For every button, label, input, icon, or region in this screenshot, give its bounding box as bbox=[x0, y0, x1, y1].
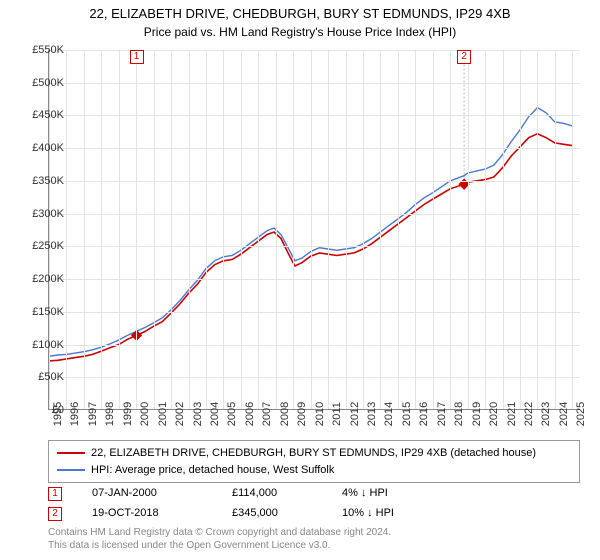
x-axis-label: 2019 bbox=[471, 402, 483, 426]
sale-marker-badge: 2 bbox=[457, 50, 471, 64]
legend-swatch-property bbox=[57, 452, 85, 454]
x-axis-label: 2024 bbox=[558, 402, 570, 426]
legend-item-hpi: HPI: Average price, detached house, West… bbox=[57, 462, 571, 479]
x-axis-label: 2001 bbox=[157, 402, 169, 426]
x-axis-label: 2025 bbox=[575, 402, 587, 426]
x-axis-label: 2021 bbox=[506, 402, 518, 426]
legend-swatch-hpi bbox=[57, 469, 85, 471]
x-axis-label: 2006 bbox=[244, 402, 256, 426]
y-axis-label: £450K bbox=[14, 109, 64, 121]
chart-container: 22, ELIZABETH DRIVE, CHEDBURGH, BURY ST … bbox=[0, 0, 600, 560]
y-axis-label: £100K bbox=[14, 339, 64, 351]
x-axis-label: 2016 bbox=[418, 402, 430, 426]
footer-line1: Contains HM Land Registry data © Crown c… bbox=[48, 526, 391, 539]
legend-label-hpi: HPI: Average price, detached house, West… bbox=[91, 462, 334, 479]
sale-row: 2 19-OCT-2018 £345,000 10% ↓ HPI bbox=[48, 504, 580, 524]
y-axis-label: £250K bbox=[14, 240, 64, 252]
y-axis-label: £550K bbox=[14, 44, 64, 56]
legend-label-property: 22, ELIZABETH DRIVE, CHEDBURGH, BURY ST … bbox=[91, 445, 536, 462]
sale-delta: 10% ↓ HPI bbox=[342, 504, 442, 524]
x-axis-label: 2009 bbox=[296, 402, 308, 426]
sale-badge: 1 bbox=[48, 487, 62, 501]
y-axis-label: £50K bbox=[14, 371, 64, 383]
y-axis-label: £200K bbox=[14, 273, 64, 285]
x-axis-label: 2015 bbox=[401, 402, 413, 426]
x-axis-label: 1995 bbox=[52, 402, 64, 426]
x-axis-label: 2008 bbox=[279, 402, 291, 426]
sale-marker-badge: 1 bbox=[130, 50, 144, 64]
y-axis-label: £500K bbox=[14, 77, 64, 89]
sale-price: £345,000 bbox=[232, 504, 312, 524]
footer-line2: This data is licensed under the Open Gov… bbox=[48, 539, 391, 552]
x-axis-label: 2007 bbox=[261, 402, 273, 426]
y-axis-label: £300K bbox=[14, 208, 64, 220]
sales-table: 1 07-JAN-2000 £114,000 4% ↓ HPI 2 19-OCT-2018… bbox=[48, 484, 580, 524]
x-axis-label: 2020 bbox=[488, 402, 500, 426]
x-axis-label: 2013 bbox=[366, 402, 378, 426]
x-axis-label: 2010 bbox=[314, 402, 326, 426]
x-axis-label: 2017 bbox=[436, 402, 448, 426]
y-axis-label: £150K bbox=[14, 306, 64, 318]
x-axis-label: 2004 bbox=[209, 402, 221, 426]
x-axis-label: 2023 bbox=[540, 402, 552, 426]
plot-svg bbox=[49, 50, 580, 409]
chart-title-line1: 22, ELIZABETH DRIVE, CHEDBURGH, BURY ST … bbox=[0, 0, 600, 23]
x-axis-label: 1999 bbox=[122, 402, 134, 426]
x-axis-label: 2003 bbox=[192, 402, 204, 426]
chart-title-line2: Price paid vs. HM Land Registry's House … bbox=[0, 23, 600, 39]
x-axis-label: 2005 bbox=[226, 402, 238, 426]
sale-badge: 2 bbox=[48, 507, 62, 521]
x-axis-label: 2000 bbox=[139, 402, 151, 426]
x-axis-label: 1998 bbox=[104, 402, 116, 426]
plot-area: 12 bbox=[48, 50, 580, 410]
sale-date: 07-JAN-2000 bbox=[92, 484, 202, 504]
x-axis-label: 2012 bbox=[349, 402, 361, 426]
sale-delta: 4% ↓ HPI bbox=[342, 484, 442, 504]
sale-price: £114,000 bbox=[232, 484, 312, 504]
x-axis-label: 2014 bbox=[383, 402, 395, 426]
sale-date: 19-OCT-2018 bbox=[92, 504, 202, 524]
y-axis-label: £350K bbox=[14, 175, 64, 187]
x-axis-label: 2022 bbox=[523, 402, 535, 426]
sale-row: 1 07-JAN-2000 £114,000 4% ↓ HPI bbox=[48, 484, 580, 504]
x-axis-label: 2011 bbox=[331, 402, 343, 426]
x-axis-label: 1996 bbox=[69, 402, 81, 426]
legend-item-property: 22, ELIZABETH DRIVE, CHEDBURGH, BURY ST … bbox=[57, 445, 571, 462]
x-axis-label: 2002 bbox=[174, 402, 186, 426]
footer-text: Contains HM Land Registry data © Crown c… bbox=[48, 526, 391, 552]
legend-box: 22, ELIZABETH DRIVE, CHEDBURGH, BURY ST … bbox=[48, 440, 580, 483]
y-axis-label: £400K bbox=[14, 142, 64, 154]
x-axis-label: 1997 bbox=[87, 402, 99, 426]
x-axis-label: 2018 bbox=[453, 402, 465, 426]
